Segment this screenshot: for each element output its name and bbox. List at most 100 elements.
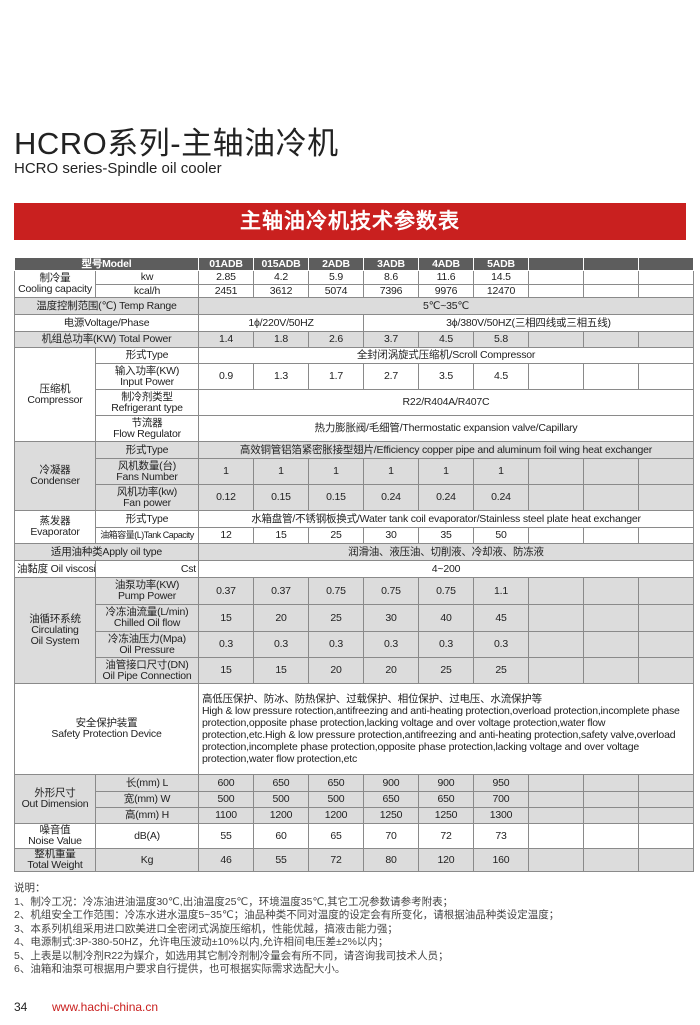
table-banner: 主轴油冷机技术参数表 (14, 203, 686, 240)
cell-line: Cooling capacity (18, 283, 92, 295)
value-cell: 0.3 (418, 631, 474, 658)
cell-line: Oil Pipe Connection (102, 669, 192, 682)
empty-cell (528, 848, 584, 872)
note-item: 6、油箱和油泵可根据用户要求自行提供，也可根据实际需求选配大小。 (14, 963, 346, 975)
table-row: 冷冻油流量(L/min) Chilled Oil flow 15 20 25 30 40 45 (15, 604, 694, 632)
sub-label: 油泵功率(KW) Pump Power (95, 577, 199, 605)
value-cell: 46 (198, 848, 254, 872)
value-cell: 1.1 (473, 577, 529, 605)
cell-line: High & low pressure rotection,antifreezi… (202, 705, 680, 765)
model-name: 01ADB (198, 257, 254, 271)
cell-line: Input Power (120, 375, 174, 388)
model-header: 型号Model (14, 257, 199, 271)
sub-label: 输入功率(KW) Input Power (95, 363, 199, 390)
empty-cell (528, 284, 584, 298)
cell-line: 风机功率(kw) (116, 485, 178, 498)
empty-cell (583, 657, 639, 684)
empty-cell (528, 823, 584, 849)
value-cell: 25 (418, 657, 474, 684)
value-cell: 1 (418, 458, 474, 485)
value-cell: 65 (308, 823, 364, 849)
table-row: 油黏度 Oil viscosity Cst 4~200 (14, 560, 694, 578)
value-cell: 2.6 (308, 331, 364, 348)
table-cell: 1ϕ/220V/50HZ (198, 314, 364, 332)
empty-cell (583, 577, 639, 605)
cell-line: 制冷量 (39, 272, 71, 284)
sub-label: 冷冻油压力(Mpa) Oil Pressure (95, 631, 199, 658)
value-cell: 2451 (198, 284, 254, 298)
cell-line: Fans Number (116, 470, 178, 483)
value-cell: 650 (308, 774, 364, 792)
notes-heading: 说明： (14, 882, 46, 894)
table-row: 压缩机 Compressor 形式Type 全封闭涡旋式压缩机/Scroll Comp… (14, 347, 694, 442)
value-cell: 900 (418, 774, 474, 792)
table-row: 电源Voltage/Phase 1ϕ/220V/50HZ 3ϕ/380V/50HZ(… (14, 314, 694, 332)
cell-line: 外形尺寸 (34, 787, 76, 799)
table-row: 蒸发器 Evaporator 形式Type 水箱盘管/不锈钢板换式/Water tan… (14, 510, 694, 544)
value-cell: 0.37 (253, 577, 309, 605)
cell-line: Flow Regulator (113, 427, 181, 440)
table-row: 冷凝器 Condenser 形式Type 高效铜管铝箔紧密胀接型翅片/Efficien… (14, 441, 694, 511)
empty-cell (528, 484, 584, 511)
value-cell: 11.6 (418, 270, 474, 285)
value-cell: 0.15 (308, 484, 364, 511)
empty-cell (528, 527, 584, 544)
value-cell: 0.9 (198, 363, 254, 390)
empty-cell (638, 527, 694, 544)
model-name: 5ADB (473, 257, 529, 271)
value-cell: 0.24 (363, 484, 419, 511)
value-cell: 1.8 (253, 331, 309, 348)
sub-label: 高(mm) H (95, 807, 199, 824)
website-link[interactable]: www.hachi-china.cn (52, 1000, 159, 1014)
sub-label: 油管接口尺寸(DN) Oil Pipe Connection (95, 657, 199, 684)
table-row: 制冷剂类型 Refrigerant type R22/R404A/R407C (15, 389, 694, 416)
empty-cell (528, 270, 584, 285)
row-label: 机组总功率(KW) Total Power (14, 331, 199, 348)
cell-line: 噪音值 (39, 824, 71, 836)
empty-cell (583, 331, 639, 348)
value-cell: 120 (418, 848, 474, 872)
value-cell: 2.85 (198, 270, 254, 285)
row-label: 温度控制范围(℃) Temp Range (14, 297, 199, 315)
table-row: 高(mm) H 1100 1200 1200 1250 1250 1300 (15, 807, 694, 824)
value-cell: 70 (363, 823, 419, 849)
value-cell: 72 (418, 823, 474, 849)
table-row: 节流器 Flow Regulator 热力膨胀阀/毛细管/Thermostatic … (15, 415, 694, 442)
empty-cell (583, 774, 639, 792)
empty-cell (638, 458, 694, 485)
empty-cell (583, 527, 639, 544)
cell-line: 冷冻油压力(Mpa) (108, 632, 186, 645)
cell-line: 安全保护装置 (75, 717, 138, 729)
value-cell: 1.3 (253, 363, 309, 390)
empty-cell (638, 331, 694, 348)
value-cell: 600 (198, 774, 254, 792)
value-cell: 0.75 (308, 577, 364, 605)
cell-line: 整机重量 (34, 848, 76, 860)
value-cell: 2.7 (363, 363, 419, 390)
cell-line: 蒸发器 (39, 515, 71, 527)
value-cell: 80 (363, 848, 419, 872)
value-cell: 500 (308, 791, 364, 808)
table-cell: 润滑油、液压油、切削液、冷却液、防冻液 (198, 543, 694, 561)
value-cell: 1 (473, 458, 529, 485)
model-name: 4ADB (418, 257, 474, 271)
value-cell: 3.7 (363, 331, 419, 348)
empty-cell (638, 657, 694, 684)
sub-label: 冷冻油流量(L/min) Chilled Oil flow (95, 604, 199, 632)
value-cell: 1 (253, 458, 309, 485)
value-cell: 5.9 (308, 270, 364, 285)
empty-cell (638, 848, 694, 872)
empty-cell (528, 631, 584, 658)
table-row: 油管接口尺寸(DN) Oil Pipe Connection 15 15 20 20 25 2… (15, 657, 694, 684)
page-number: 34 (14, 1000, 28, 1014)
value-cell: 35 (418, 527, 474, 544)
sub-label: 形式Type (95, 347, 199, 364)
value-cell: 12470 (473, 284, 529, 298)
value-cell: 700 (473, 791, 529, 808)
model-name: 2ADB (308, 257, 364, 271)
cell-line: Out Dimension (21, 798, 89, 810)
empty-cell (528, 657, 584, 684)
value-cell: 1300 (473, 807, 529, 824)
empty-cell (528, 458, 584, 485)
empty-cell (528, 331, 584, 348)
